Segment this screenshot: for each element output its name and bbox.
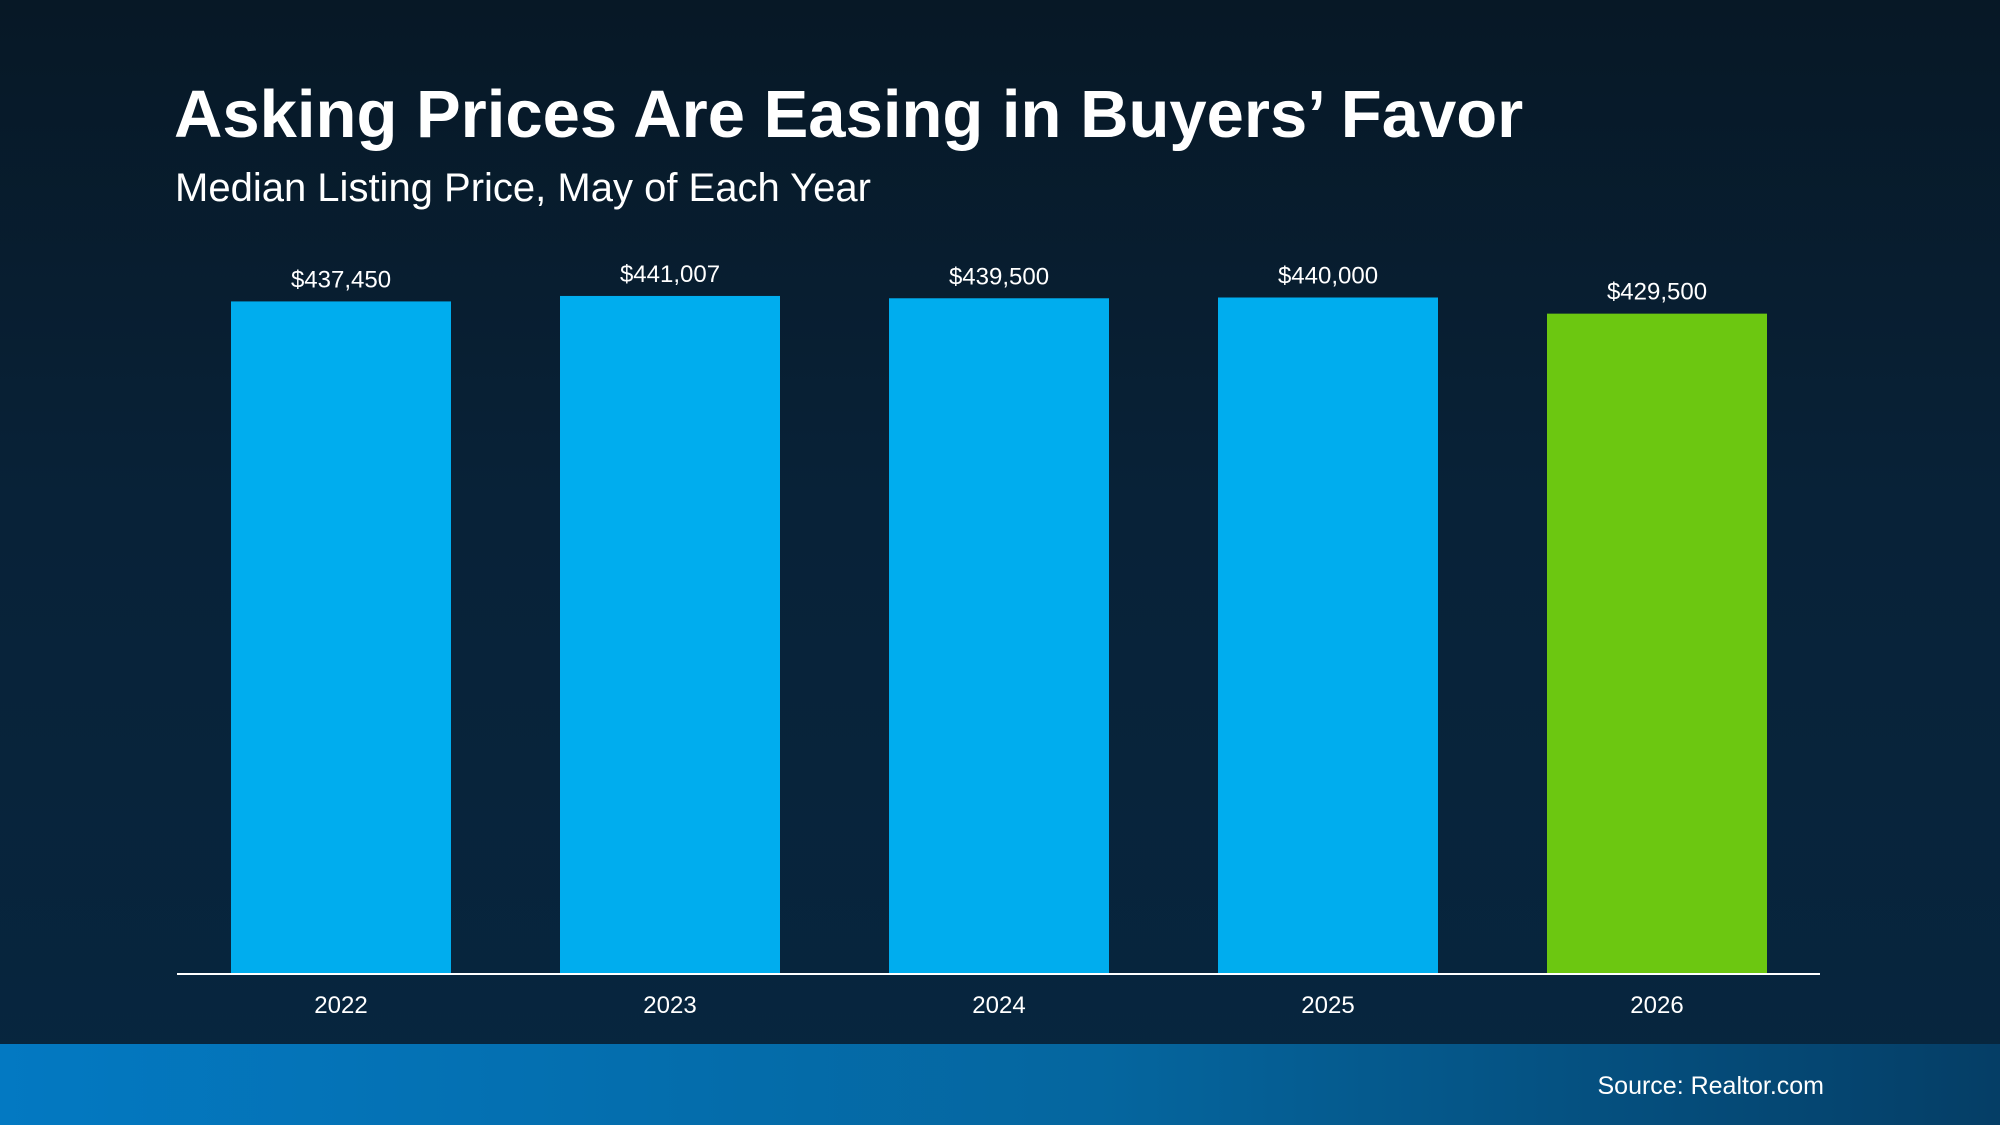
data-label-2024: $439,500 — [949, 263, 1049, 290]
data-label-2026: $429,500 — [1607, 279, 1707, 306]
x-tick-label-2025: 2025 — [1301, 992, 1354, 1019]
footer-bar: Source: Realtor.com — [0, 1044, 2000, 1125]
x-tick-label-2024: 2024 — [972, 992, 1025, 1019]
x-tick-label-2023: 2023 — [643, 992, 696, 1019]
x-tick-label-2026: 2026 — [1630, 992, 1683, 1019]
source-label: Source: Realtor.com — [1597, 1072, 1825, 1100]
chart-title: Asking Prices Are Easing in Buyers’ Favo… — [174, 77, 1524, 152]
bar-2025 — [1218, 297, 1438, 974]
x-tick-label-2022: 2022 — [314, 992, 367, 1019]
bar-2026 — [1547, 313, 1767, 974]
data-label-2022: $437,450 — [291, 266, 391, 293]
bar-chart: $437,450 2022 $441,007 2023 $439,500 2024 $440… — [231, 261, 1767, 1019]
data-label-2023: $441,007 — [620, 261, 720, 288]
data-label-2025: $440,000 — [1278, 263, 1378, 290]
bar-2023 — [560, 295, 780, 974]
bar-2022 — [231, 301, 451, 974]
chart-subtitle: Median Listing Price, May of Each Year — [175, 166, 871, 210]
bar-2024 — [889, 298, 1109, 974]
